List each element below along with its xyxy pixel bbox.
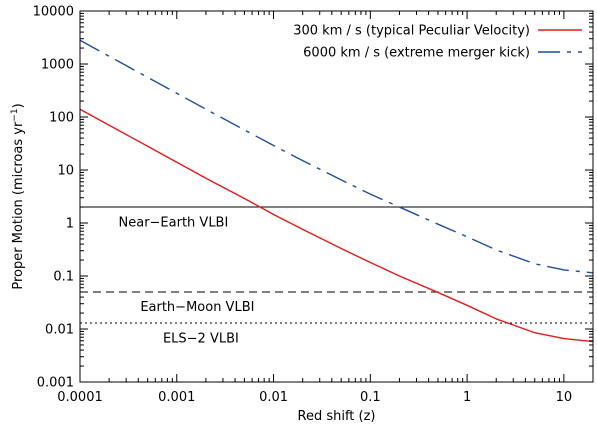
tick-labels: 0.0001 0.001 0.01 0.1 1 100.0010.010.11101001…: [33, 5, 573, 406]
series-line-0: [79, 108, 594, 343]
series-line-1: [79, 39, 594, 274]
series-lines: [79, 39, 594, 343]
x-tick-label: 10: [556, 390, 573, 405]
y-tick-label: 100: [49, 111, 74, 126]
y-axis-title-main: Proper Motion (microas yr: [11, 121, 26, 290]
y-axis-title-exponent: −1: [10, 108, 20, 121]
plot-frame: [79, 10, 594, 383]
legend-label-typical-velocity: 300 km / s (typical Peculiar Velocity): [293, 24, 530, 39]
axis-ticks: [79, 10, 593, 383]
x-tick-label: 1: [463, 390, 471, 405]
reference-lines: [80, 206, 593, 324]
x-tick-label: 0.01: [259, 390, 288, 405]
y-tick-label: 0.001: [37, 376, 74, 391]
y-axis-title-close: ): [11, 103, 26, 108]
x-axis-title: Red shift (z): [298, 409, 376, 424]
y-tick-label: 1: [66, 217, 74, 232]
line-annotations: Near−Earth VLBI Earth−Moon VLBI ELS−2 VLBI: [119, 215, 255, 346]
x-tick-label: 0.001: [158, 390, 195, 405]
reference-line-label: ELS−2 VLBI: [163, 331, 239, 346]
x-tick-label: 0.0001: [57, 390, 103, 405]
y-tick-label: 0.01: [45, 323, 74, 338]
y-axis-title: Proper Motion (microas yr−1): [10, 103, 26, 289]
y-tick-label: 10000: [33, 5, 74, 20]
y-tick-label: 10: [57, 164, 74, 179]
reference-line-label: Near−Earth VLBI: [119, 215, 229, 230]
x-tick-label: 0.1: [360, 390, 381, 405]
y-tick-label: 0.1: [53, 270, 74, 285]
legend-label-merger-kick: 6000 km / s (extreme merger kick): [303, 46, 530, 61]
reference-line-label: Earth−Moon VLBI: [140, 300, 254, 315]
legend: 300 km / s (typical Peculiar Velocity) 6…: [293, 24, 582, 61]
y-tick-label: 1000: [41, 58, 74, 73]
